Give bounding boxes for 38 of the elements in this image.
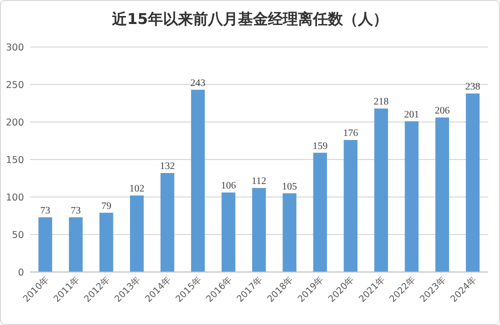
bar xyxy=(38,217,52,272)
data-label: 106 xyxy=(220,180,236,192)
bar xyxy=(435,118,450,272)
y-tick-label: 300 xyxy=(6,42,24,54)
data-label: 243 xyxy=(190,78,206,89)
bar xyxy=(374,108,388,272)
data-label: 238 xyxy=(465,82,480,92)
bar xyxy=(191,90,205,272)
bar xyxy=(68,217,83,272)
bar xyxy=(404,121,419,272)
bar xyxy=(99,212,114,272)
data-label: 112 xyxy=(252,176,266,187)
y-tick-label: 100 xyxy=(6,192,24,204)
y-tick-label: 150 xyxy=(6,155,24,166)
bar xyxy=(160,173,174,272)
chart-title: 近15年以来前八月基金经理离任数（人） xyxy=(111,10,388,28)
data-label: 201 xyxy=(404,109,420,120)
data-label: 73 xyxy=(40,205,50,216)
bar xyxy=(466,94,480,272)
bar xyxy=(313,152,327,272)
data-label: 102 xyxy=(129,184,144,194)
y-tick-label: 250 xyxy=(6,80,24,91)
data-label: 206 xyxy=(434,106,450,116)
bar xyxy=(282,193,296,272)
y-tick-label: 0 xyxy=(18,268,24,278)
bar xyxy=(252,188,266,272)
data-label: 105 xyxy=(282,181,298,192)
data-label: 79 xyxy=(101,200,112,212)
y-tick-label: 200 xyxy=(6,118,24,128)
data-label: 73 xyxy=(70,205,81,216)
data-label: 159 xyxy=(312,140,328,152)
bar xyxy=(222,192,236,272)
data-label: 218 xyxy=(374,96,389,108)
bar xyxy=(130,196,144,272)
data-label: 132 xyxy=(160,161,175,172)
y-tick-label: 50 xyxy=(12,230,24,241)
bar xyxy=(344,140,358,272)
data-label: 176 xyxy=(343,128,358,139)
